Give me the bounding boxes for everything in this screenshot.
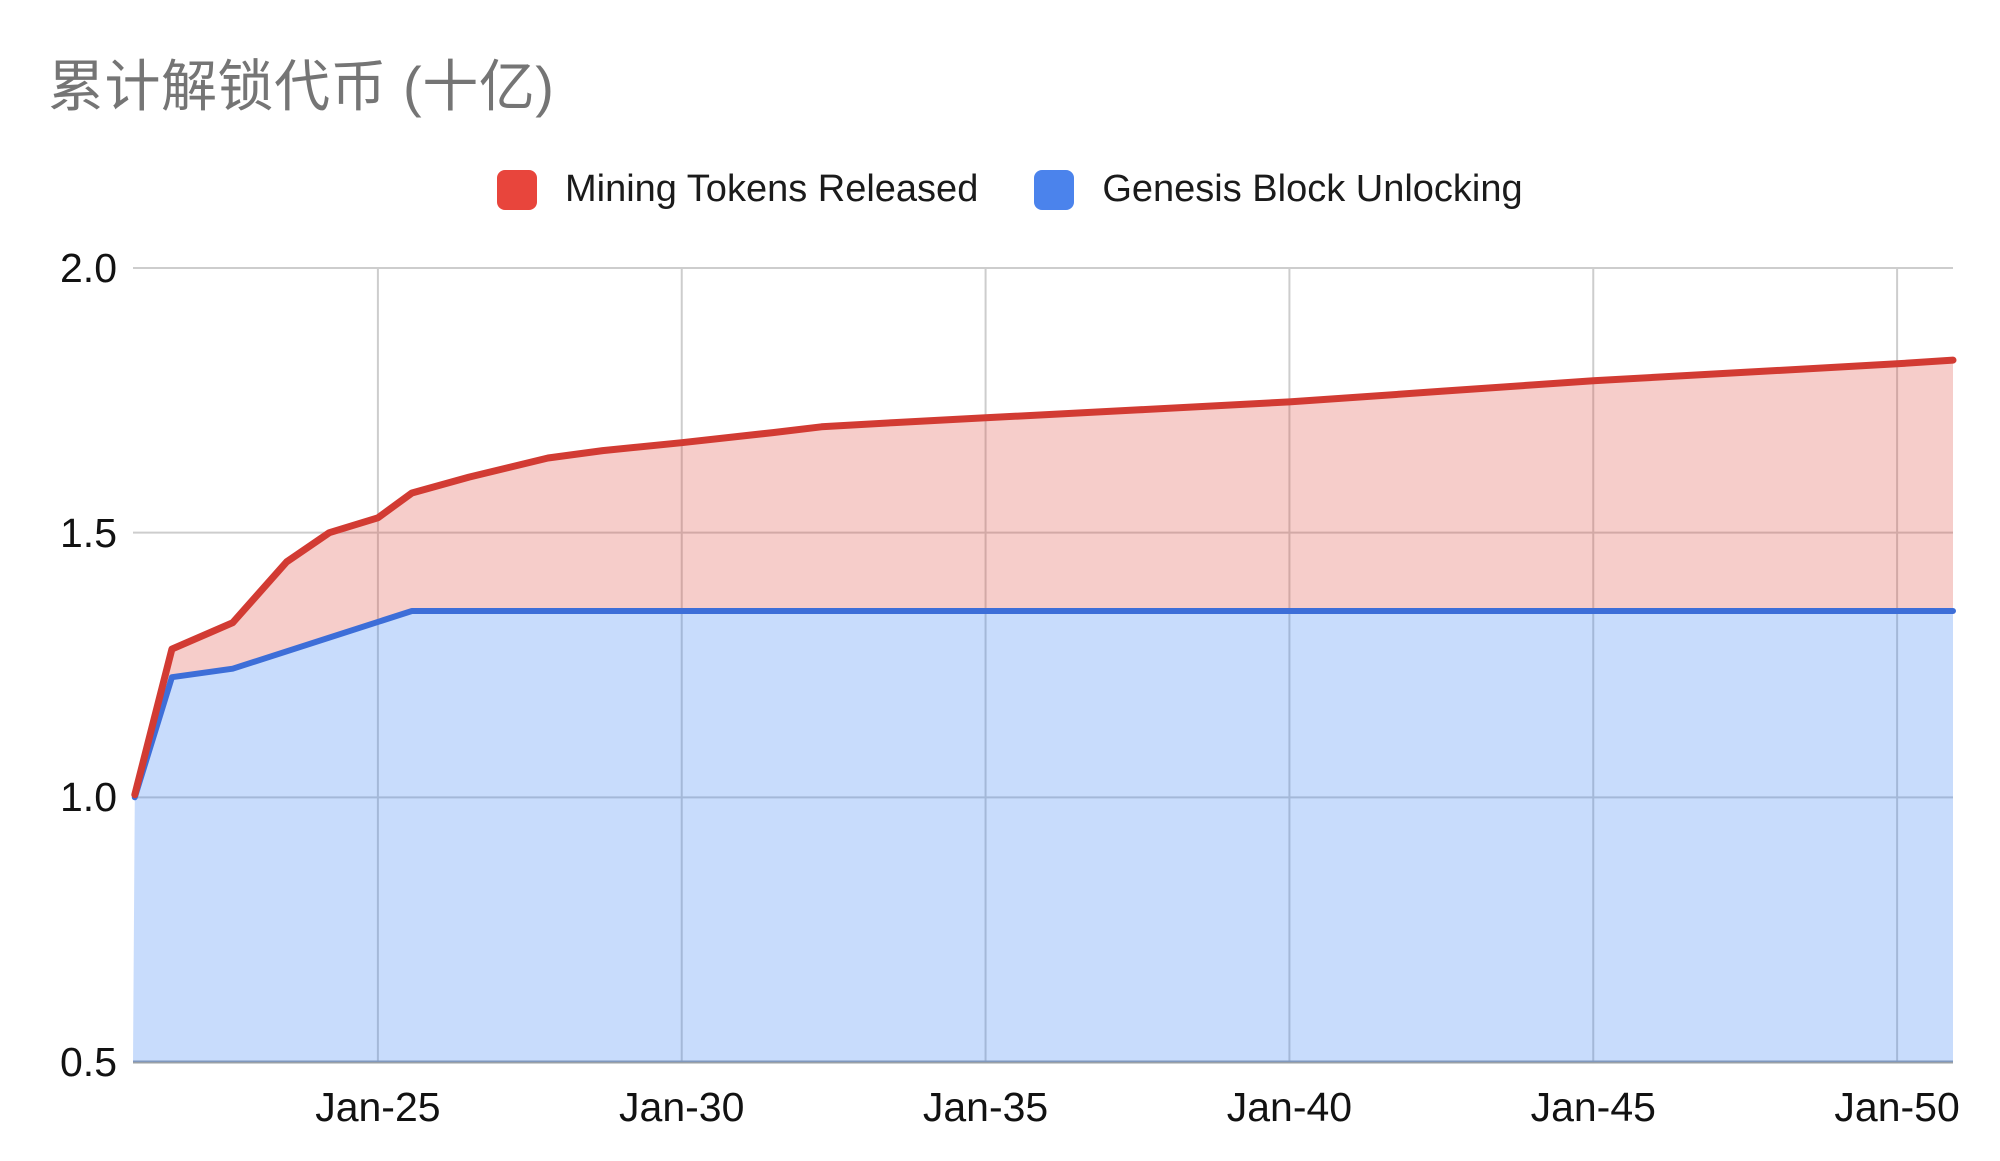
- legend-label-genesis: Genesis Block Unlocking: [1102, 168, 1523, 210]
- x-tick-label: Jan-25: [315, 1084, 441, 1130]
- legend: Mining Tokens Released Genesis Block Unl…: [497, 168, 1523, 211]
- mining-series-line: [131, 356, 1957, 799]
- genesis-area-fill: [133, 611, 1953, 1062]
- y-tick-label: 2.0: [60, 245, 117, 291]
- legend-item-mining-tokens-released: Mining Tokens Released: [497, 168, 978, 211]
- genesis-series-line: [131, 608, 1956, 801]
- y-tick-label: 0.5: [60, 1039, 117, 1085]
- y-tick-label: 1.5: [60, 509, 117, 556]
- mining-area-fill: [134, 360, 1953, 798]
- legend-label-mining: Mining Tokens Released: [565, 168, 979, 210]
- genesis-series-swatch-icon: [1034, 169, 1075, 210]
- x-tick-label: Jan-40: [1226, 1084, 1353, 1130]
- legend-item-genesis-block-unlocking: Genesis Block Unlocking: [1034, 168, 1523, 211]
- x-tick-label: Jan-45: [1530, 1084, 1656, 1130]
- y-tick-label: 1.0: [60, 774, 117, 821]
- chart-title: 累计解锁代币 (十亿): [48, 55, 555, 118]
- x-tick-label: Jan-30: [619, 1084, 745, 1130]
- x-tick-label: Jan-50: [1834, 1084, 1960, 1130]
- x-tick-label: Jan-35: [922, 1084, 1049, 1130]
- mining-series-swatch-icon: [497, 169, 537, 210]
